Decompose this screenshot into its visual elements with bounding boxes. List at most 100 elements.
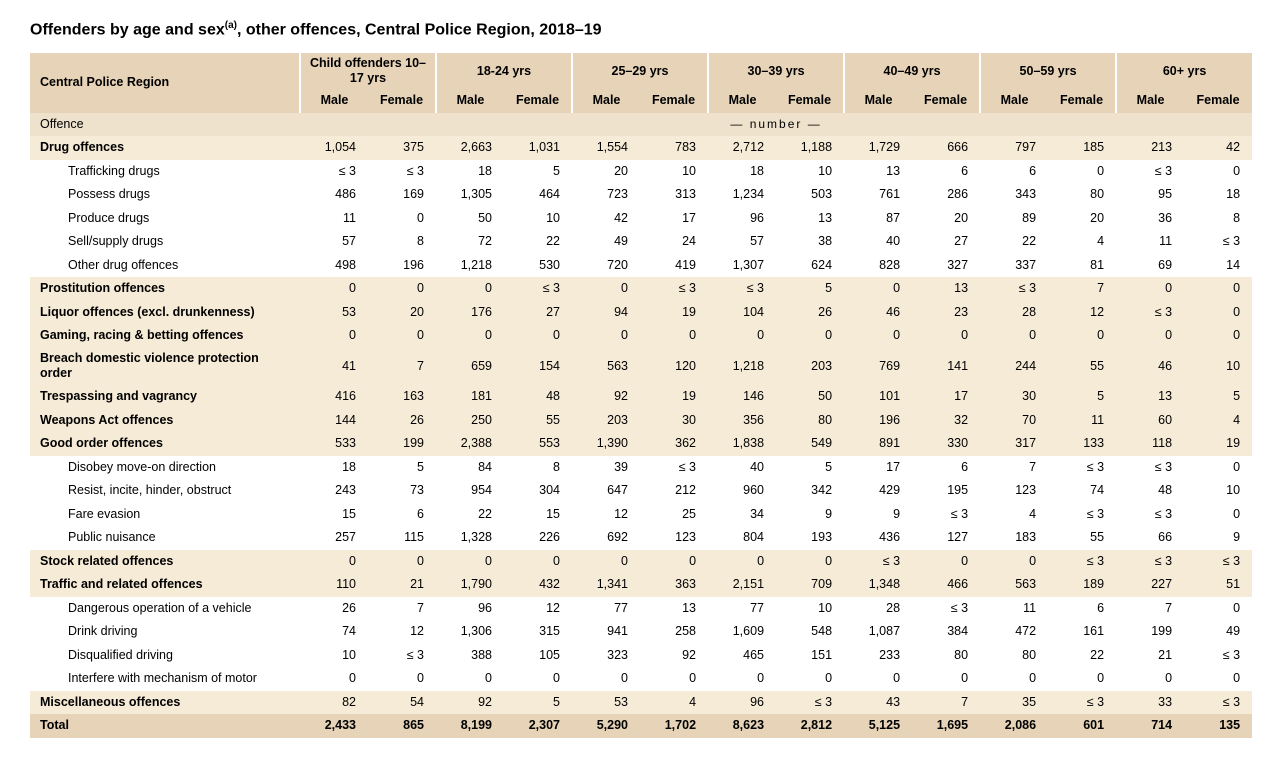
data-cell: 12 bbox=[572, 503, 640, 527]
data-cell: 185 bbox=[1048, 136, 1116, 160]
row-label: Liquor offences (excl. drunkenness) bbox=[30, 301, 300, 325]
data-cell: 22 bbox=[980, 230, 1048, 254]
data-cell: 0 bbox=[1184, 503, 1252, 527]
table-row: Dangerous operation of a vehicle26796127… bbox=[30, 597, 1252, 621]
data-cell: 286 bbox=[912, 183, 980, 207]
data-cell: 10 bbox=[640, 160, 708, 184]
sex-header: Female bbox=[912, 89, 980, 113]
data-cell: 891 bbox=[844, 432, 912, 456]
data-cell: 133 bbox=[1048, 432, 1116, 456]
data-cell: 0 bbox=[776, 324, 844, 348]
data-cell: 375 bbox=[368, 136, 436, 160]
row-label: Good order offences bbox=[30, 432, 300, 456]
data-cell: 82 bbox=[300, 691, 368, 715]
data-cell: 92 bbox=[436, 691, 504, 715]
data-cell: 0 bbox=[1048, 324, 1116, 348]
data-cell: 1,218 bbox=[708, 348, 776, 385]
data-cell: 13 bbox=[912, 277, 980, 301]
data-cell: 1,218 bbox=[436, 254, 504, 278]
data-cell: 17 bbox=[640, 207, 708, 231]
table-row: Stock related offences00000000≤ 300≤ 3≤ … bbox=[30, 550, 1252, 574]
data-cell: 720 bbox=[572, 254, 640, 278]
data-cell: 0 bbox=[1048, 160, 1116, 184]
data-cell: 15 bbox=[504, 503, 572, 527]
data-cell: 0 bbox=[844, 324, 912, 348]
data-cell: 498 bbox=[300, 254, 368, 278]
data-cell: ≤ 3 bbox=[708, 277, 776, 301]
data-cell: ≤ 3 bbox=[1116, 456, 1184, 480]
data-cell: 0 bbox=[436, 277, 504, 301]
row-label: Produce drugs bbox=[30, 207, 300, 231]
data-cell: 7 bbox=[1048, 277, 1116, 301]
data-cell: 0 bbox=[436, 550, 504, 574]
data-cell: 1,790 bbox=[436, 573, 504, 597]
data-cell: 57 bbox=[300, 230, 368, 254]
data-cell: 0 bbox=[504, 324, 572, 348]
data-cell: 169 bbox=[368, 183, 436, 207]
data-cell: ≤ 3 bbox=[1048, 550, 1116, 574]
data-cell: 38 bbox=[776, 230, 844, 254]
data-cell: 46 bbox=[844, 301, 912, 325]
data-cell: 1,031 bbox=[504, 136, 572, 160]
data-cell: 1,702 bbox=[640, 714, 708, 738]
row-label: Traffic and related offences bbox=[30, 573, 300, 597]
data-cell: 33 bbox=[1116, 691, 1184, 715]
data-cell: 50 bbox=[776, 385, 844, 409]
data-cell: 4 bbox=[980, 503, 1048, 527]
data-cell: 0 bbox=[368, 324, 436, 348]
data-cell: 196 bbox=[844, 409, 912, 433]
data-cell: 203 bbox=[776, 348, 844, 385]
data-cell: 49 bbox=[572, 230, 640, 254]
data-cell: 189 bbox=[1048, 573, 1116, 597]
table-row: Drug offences1,0543752,6631,0311,5547832… bbox=[30, 136, 1252, 160]
data-cell: 0 bbox=[300, 550, 368, 574]
data-cell: 804 bbox=[708, 526, 776, 550]
data-cell: 27 bbox=[504, 301, 572, 325]
data-cell: 8 bbox=[504, 456, 572, 480]
data-cell: 6 bbox=[368, 503, 436, 527]
data-cell: 48 bbox=[504, 385, 572, 409]
table-row: Trespassing and vagrancy4161631814892191… bbox=[30, 385, 1252, 409]
data-cell: 183 bbox=[980, 526, 1048, 550]
offence-header-label: Offence bbox=[30, 113, 300, 137]
data-cell: 533 bbox=[300, 432, 368, 456]
data-cell: 46 bbox=[1116, 348, 1184, 385]
data-cell: 233 bbox=[844, 644, 912, 668]
row-label: Breach domestic violence protection orde… bbox=[30, 348, 300, 385]
data-cell: 11 bbox=[1048, 409, 1116, 433]
data-cell: 0 bbox=[980, 324, 1048, 348]
data-cell: 53 bbox=[300, 301, 368, 325]
data-cell: 714 bbox=[1116, 714, 1184, 738]
data-cell: 553 bbox=[504, 432, 572, 456]
sex-header: Female bbox=[504, 89, 572, 113]
data-cell: ≤ 3 bbox=[300, 160, 368, 184]
data-cell: 115 bbox=[368, 526, 436, 550]
sex-header: Female bbox=[1184, 89, 1252, 113]
data-cell: 257 bbox=[300, 526, 368, 550]
data-cell: 163 bbox=[368, 385, 436, 409]
table-row: Drink driving74121,3063159412581,6095481… bbox=[30, 620, 1252, 644]
data-cell: 4 bbox=[1184, 409, 1252, 433]
data-cell: 13 bbox=[1116, 385, 1184, 409]
data-cell: 5 bbox=[1184, 385, 1252, 409]
data-cell: 0 bbox=[844, 277, 912, 301]
data-cell: 146 bbox=[708, 385, 776, 409]
data-cell: 2,388 bbox=[436, 432, 504, 456]
data-cell: 22 bbox=[1048, 644, 1116, 668]
data-cell: 563 bbox=[980, 573, 1048, 597]
data-cell: 723 bbox=[572, 183, 640, 207]
data-cell: 6 bbox=[1048, 597, 1116, 621]
data-cell: 28 bbox=[980, 301, 1048, 325]
title-suffix: , other offences, Central Police Region,… bbox=[237, 21, 602, 38]
row-label: Miscellaneous offences bbox=[30, 691, 300, 715]
data-cell: 51 bbox=[1184, 573, 1252, 597]
age-group-header: 50–59 yrs bbox=[980, 53, 1116, 89]
data-cell: 0 bbox=[776, 550, 844, 574]
data-cell: 6 bbox=[912, 456, 980, 480]
data-cell: 154 bbox=[504, 348, 572, 385]
data-cell: 337 bbox=[980, 254, 1048, 278]
data-cell: 84 bbox=[436, 456, 504, 480]
data-cell: 388 bbox=[436, 644, 504, 668]
data-cell: 659 bbox=[436, 348, 504, 385]
data-cell: 486 bbox=[300, 183, 368, 207]
